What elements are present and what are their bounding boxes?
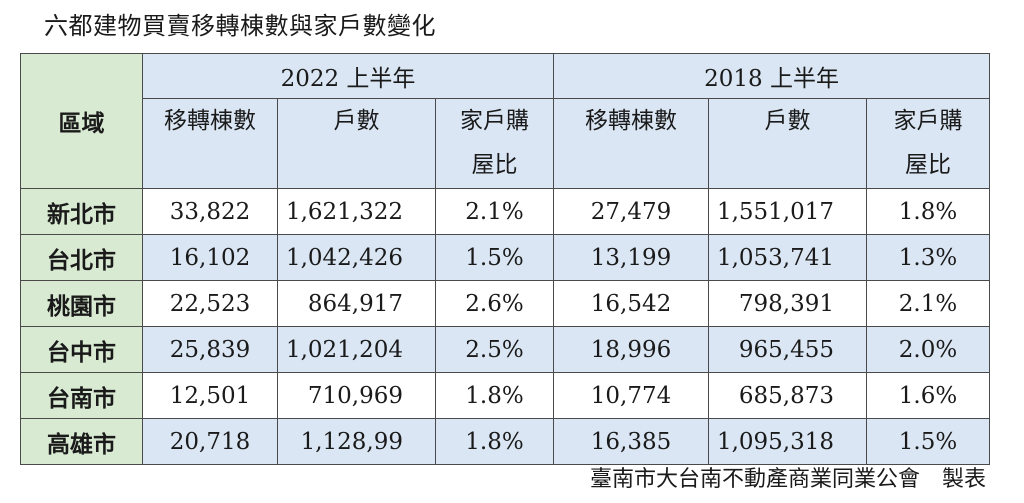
group-header-2022: 2022 上半年 bbox=[141, 53, 555, 99]
table-cell: 1.5% bbox=[866, 418, 991, 465]
table-cell: 1,042,426 bbox=[277, 234, 436, 281]
region-label: 桃園市 bbox=[20, 280, 143, 327]
table-cell: 1,095,318 bbox=[708, 418, 868, 465]
table-cell: 2.1% bbox=[866, 280, 991, 327]
column-header-line: 屋比 bbox=[471, 152, 518, 178]
table-cell: 16,542 bbox=[553, 280, 710, 327]
column-header-line: 屋比 bbox=[905, 152, 952, 178]
region-header: 區域 bbox=[20, 53, 143, 189]
table-cell: 965,455 bbox=[708, 326, 868, 373]
group-header-2018: 2018 上半年 bbox=[553, 53, 991, 99]
region-label: 台北市 bbox=[20, 234, 143, 281]
table-cell: 1.8% bbox=[866, 188, 991, 235]
table-row: 台南市 12,501 710,969 1.8% 10,774 685,873 1.6% bbox=[20, 372, 991, 419]
table-cell: 2.5% bbox=[434, 326, 555, 373]
table-cell: 33,822 bbox=[142, 188, 278, 235]
column-header: 家戶購 屋比 bbox=[866, 98, 991, 189]
table-cell: 16,102 bbox=[142, 234, 278, 281]
table-cell: 1.6% bbox=[866, 372, 991, 419]
table-cell: 18,996 bbox=[553, 326, 710, 373]
data-table: 區域 2022 上半年 2018 上半年 移轉棟數 戶數 家戶購 屋比 移轉棟數 戶數 家戶… bbox=[20, 53, 991, 465]
table-cell: 685,873 bbox=[708, 372, 868, 419]
column-header: 移轉棟數 bbox=[142, 98, 278, 189]
table-cell: 710,969 bbox=[277, 372, 436, 419]
table-row: 桃園市 22,523 864,917 2.6% 16,542 798,391 2.1% bbox=[20, 280, 991, 327]
column-header: 移轉棟數 bbox=[553, 98, 710, 189]
table-cell: 1,128,99 bbox=[277, 418, 436, 465]
table-cell: 22,523 bbox=[142, 280, 278, 327]
table-row: 台中市 25,839 1,021,204 2.5% 18,996 965,455 2.0% bbox=[20, 326, 991, 373]
table-row: 高雄市 20,718 1,128,99 1.8% 16,385 1,095,318 1.5% bbox=[20, 418, 991, 465]
column-header: 戶數 bbox=[277, 98, 436, 189]
table-cell: 1,021,204 bbox=[277, 326, 436, 373]
table-cell: 13,199 bbox=[553, 234, 710, 281]
table-cell: 12,501 bbox=[142, 372, 278, 419]
table-cell: 27,479 bbox=[553, 188, 710, 235]
region-label: 台南市 bbox=[20, 372, 143, 419]
table-cell: 864,917 bbox=[277, 280, 436, 327]
table-cell: 1.5% bbox=[434, 234, 555, 281]
table-cell: 20,718 bbox=[142, 418, 278, 465]
region-label: 新北市 bbox=[20, 188, 143, 235]
footer-credit: 臺南市大台南不動產商業同業公會 製表 bbox=[589, 467, 986, 492]
column-header: 戶數 bbox=[708, 98, 868, 189]
table-cell: 25,839 bbox=[142, 326, 278, 373]
table-cell: 2.0% bbox=[866, 326, 991, 373]
table-row: 新北市 33,822 1,621,322 2.1% 27,479 1,551,017 1.8… bbox=[20, 188, 991, 235]
table-cell: 1.8% bbox=[434, 372, 555, 419]
region-label: 高雄市 bbox=[20, 418, 143, 465]
column-header-line: 家戶購 bbox=[893, 108, 963, 134]
table-cell: 2.1% bbox=[434, 188, 555, 235]
table-cell: 1,621,322 bbox=[277, 188, 436, 235]
table-cell: 1,551,017 bbox=[708, 188, 868, 235]
column-header: 家戶購 屋比 bbox=[434, 98, 555, 189]
table-cell: 10,774 bbox=[553, 372, 710, 419]
page-title: 六都建物買賣移轉棟數與家戶數變化 bbox=[44, 12, 436, 40]
table-cell: 2.6% bbox=[434, 280, 555, 327]
table-cell: 16,385 bbox=[553, 418, 710, 465]
table-cell: 1.3% bbox=[866, 234, 991, 281]
table-row: 台北市 16,102 1,042,426 1.5% 13,199 1,053,741 1.3… bbox=[20, 234, 991, 281]
column-header-line: 家戶購 bbox=[460, 108, 529, 134]
table-cell: 798,391 bbox=[708, 280, 868, 327]
table-cell: 1,053,741 bbox=[708, 234, 868, 281]
region-label: 台中市 bbox=[20, 326, 143, 373]
table-cell: 1.8% bbox=[434, 418, 555, 465]
